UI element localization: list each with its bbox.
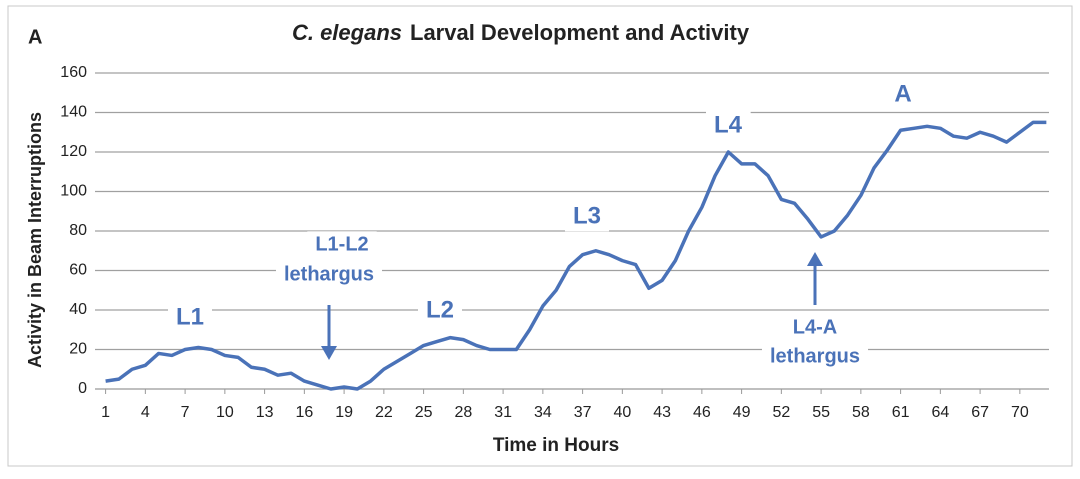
annotation: lethargus [770, 345, 860, 367]
frame [7, 5, 1073, 467]
annotation-bg [167, 301, 213, 333]
x-tick-label: 58 [852, 404, 870, 421]
x-tick-label: 4 [141, 404, 150, 421]
x-tick-label: 49 [733, 404, 751, 421]
x-tick-label: 31 [494, 404, 512, 421]
x-tick-label: 43 [653, 404, 671, 421]
annotation: lethargus [284, 263, 374, 285]
y-tick-label: 120 [60, 143, 87, 160]
annotation-bg [886, 78, 920, 110]
arrow-head [321, 346, 337, 360]
annotation-bg [705, 109, 751, 141]
x-tick-label: 16 [295, 404, 313, 421]
annotation: L4-A [793, 316, 837, 338]
x-tick-label: 22 [375, 404, 393, 421]
chart-title-italic: C. elegans [292, 20, 402, 45]
y-tick-label: 100 [60, 183, 87, 200]
x-tick-label: 19 [335, 404, 353, 421]
y-tick-label: 160 [60, 64, 87, 81]
y-tick-label: 0 [78, 380, 87, 397]
panel-label: A [28, 26, 42, 48]
y-tick-label: 20 [69, 341, 87, 358]
x-tick-label: 55 [812, 404, 830, 421]
x-tick-label: 46 [693, 404, 711, 421]
annotation: L2 [426, 296, 454, 323]
x-tick-label: 1 [101, 404, 110, 421]
y-axis-label: Activity in Beam Interruptions [25, 112, 45, 368]
annotation: A [894, 80, 911, 107]
annotation-bg [307, 231, 377, 258]
y-tick-label: 80 [69, 222, 87, 239]
x-tick-label: 25 [415, 404, 433, 421]
x-tick-label: 67 [971, 404, 989, 421]
annotation-bg [784, 314, 846, 341]
annotation-bg [564, 200, 610, 232]
x-tick-label: 28 [454, 404, 472, 421]
annotation: L4 [714, 111, 743, 138]
x-tick-label: 34 [534, 404, 552, 421]
x-tick-label: 40 [613, 404, 631, 421]
x-tick-label: 52 [772, 404, 790, 421]
data-line [105, 120, 1047, 391]
chart-title: Larval Development and Activity [410, 20, 750, 45]
y-tick-label: 140 [60, 104, 87, 121]
annotation-bg [275, 261, 383, 288]
x-tick-label: 64 [931, 404, 949, 421]
annotation: L3 [573, 202, 601, 229]
x-tick-label: 37 [574, 404, 592, 421]
x-tick-label: 7 [181, 404, 190, 421]
x-tick-label: 13 [256, 404, 274, 421]
x-axis-label: Time in Hours [493, 435, 619, 456]
annotation-bg [761, 343, 869, 370]
annotation: L1 [176, 303, 204, 330]
annotation-bg [417, 294, 463, 326]
annotation: L1-L2 [315, 233, 368, 255]
x-tick-label: 70 [1011, 404, 1029, 421]
x-tick-label: 61 [892, 404, 910, 421]
y-tick-label: 40 [69, 301, 87, 318]
arrow-head [807, 252, 823, 266]
y-tick-label: 60 [69, 262, 87, 279]
x-tick-label: 10 [216, 404, 234, 421]
